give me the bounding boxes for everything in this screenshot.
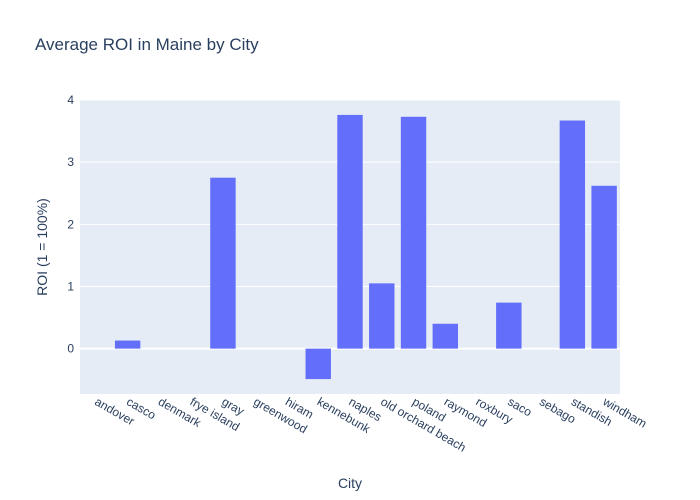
bar-kennebunk[interactable]	[305, 348, 331, 380]
bar-poland[interactable]	[400, 116, 427, 349]
y-tick-label: 3	[67, 155, 74, 169]
chart-title: Average ROI in Maine by City	[35, 35, 259, 54]
y-tick-label: 2	[67, 217, 74, 231]
bar-saco[interactable]	[496, 302, 522, 349]
bar-windham[interactable]	[591, 185, 617, 349]
y-tick-label: 4	[67, 93, 74, 107]
bar-gray[interactable]	[210, 177, 236, 349]
bar-casco[interactable]	[114, 340, 141, 349]
x-axis-title: City	[338, 475, 362, 491]
y-tick-label: 0	[67, 342, 74, 356]
bar-old-orchard-beach[interactable]	[369, 283, 395, 349]
y-tick-label: 1	[67, 279, 74, 293]
y-axis-title: ROI (1 = 100%)	[34, 198, 50, 296]
bar-naples[interactable]	[337, 114, 363, 349]
bar-raymond[interactable]	[432, 323, 458, 349]
bar-standish[interactable]	[559, 120, 586, 349]
bars	[114, 114, 617, 380]
y-axis-ticks: 0 1 2 3 4	[67, 93, 74, 356]
